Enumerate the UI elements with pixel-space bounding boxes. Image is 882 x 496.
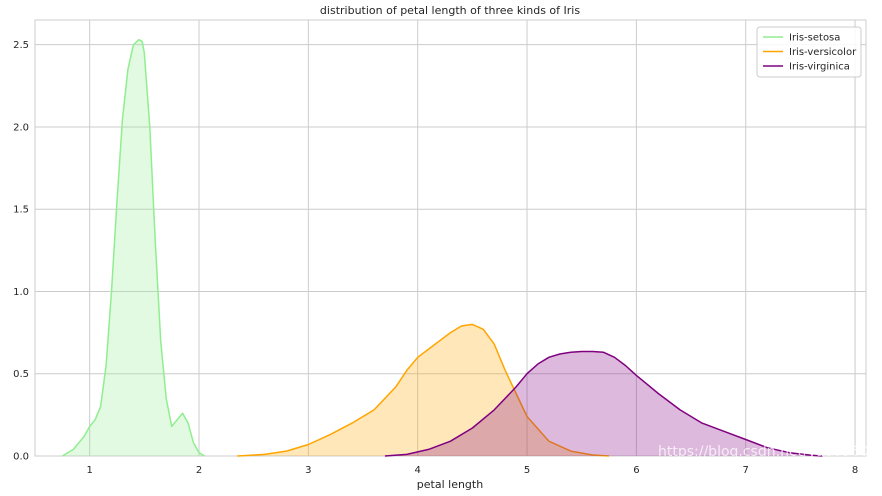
legend-label: Iris-virginica xyxy=(789,62,850,73)
y-tick-label: 2.5 xyxy=(13,40,29,51)
density-areas xyxy=(61,38,823,457)
x-tick-label: 4 xyxy=(415,465,421,476)
legend-label: Iris-versicolor xyxy=(789,47,857,58)
legend: Iris-setosa Iris-versicolor Iris-virginica xyxy=(756,26,862,78)
x-tick-label: 7 xyxy=(743,465,749,476)
x-tick-label: 5 xyxy=(524,465,530,476)
legend-label: Iris-setosa xyxy=(789,33,840,44)
x-tick-label: 3 xyxy=(305,465,311,476)
density-line xyxy=(237,323,610,457)
density-fill xyxy=(384,351,823,456)
x-tick-labels: 1 2 3 4 5 6 7 8 xyxy=(86,465,858,476)
y-tick-label: 1.0 xyxy=(13,287,29,298)
x-tick-label: 1 xyxy=(86,465,92,476)
x-tick-label: 8 xyxy=(852,465,858,476)
density-fill xyxy=(237,324,610,456)
watermark: https://blog.csdn.net/yao09605 xyxy=(658,444,878,460)
density-fill xyxy=(62,39,205,456)
y-tick-label: 0.0 xyxy=(13,452,29,463)
y-tick-labels: 0.0 0.5 1.0 1.5 2.0 2.5 xyxy=(13,40,29,462)
plot-area-background xyxy=(34,19,867,457)
x-tick-label: 6 xyxy=(633,465,639,476)
y-tick-label: 1.5 xyxy=(13,205,29,216)
grid xyxy=(35,20,866,457)
x-axis-label: petal length xyxy=(417,478,483,491)
density-line xyxy=(384,350,823,457)
density-line xyxy=(61,38,205,457)
y-tick-label: 2.0 xyxy=(13,122,29,133)
chart-title: distribution of petal length of three ki… xyxy=(320,4,580,17)
x-tick-label: 2 xyxy=(196,465,202,476)
legend-box xyxy=(756,26,862,78)
y-tick-label: 0.5 xyxy=(13,369,29,380)
